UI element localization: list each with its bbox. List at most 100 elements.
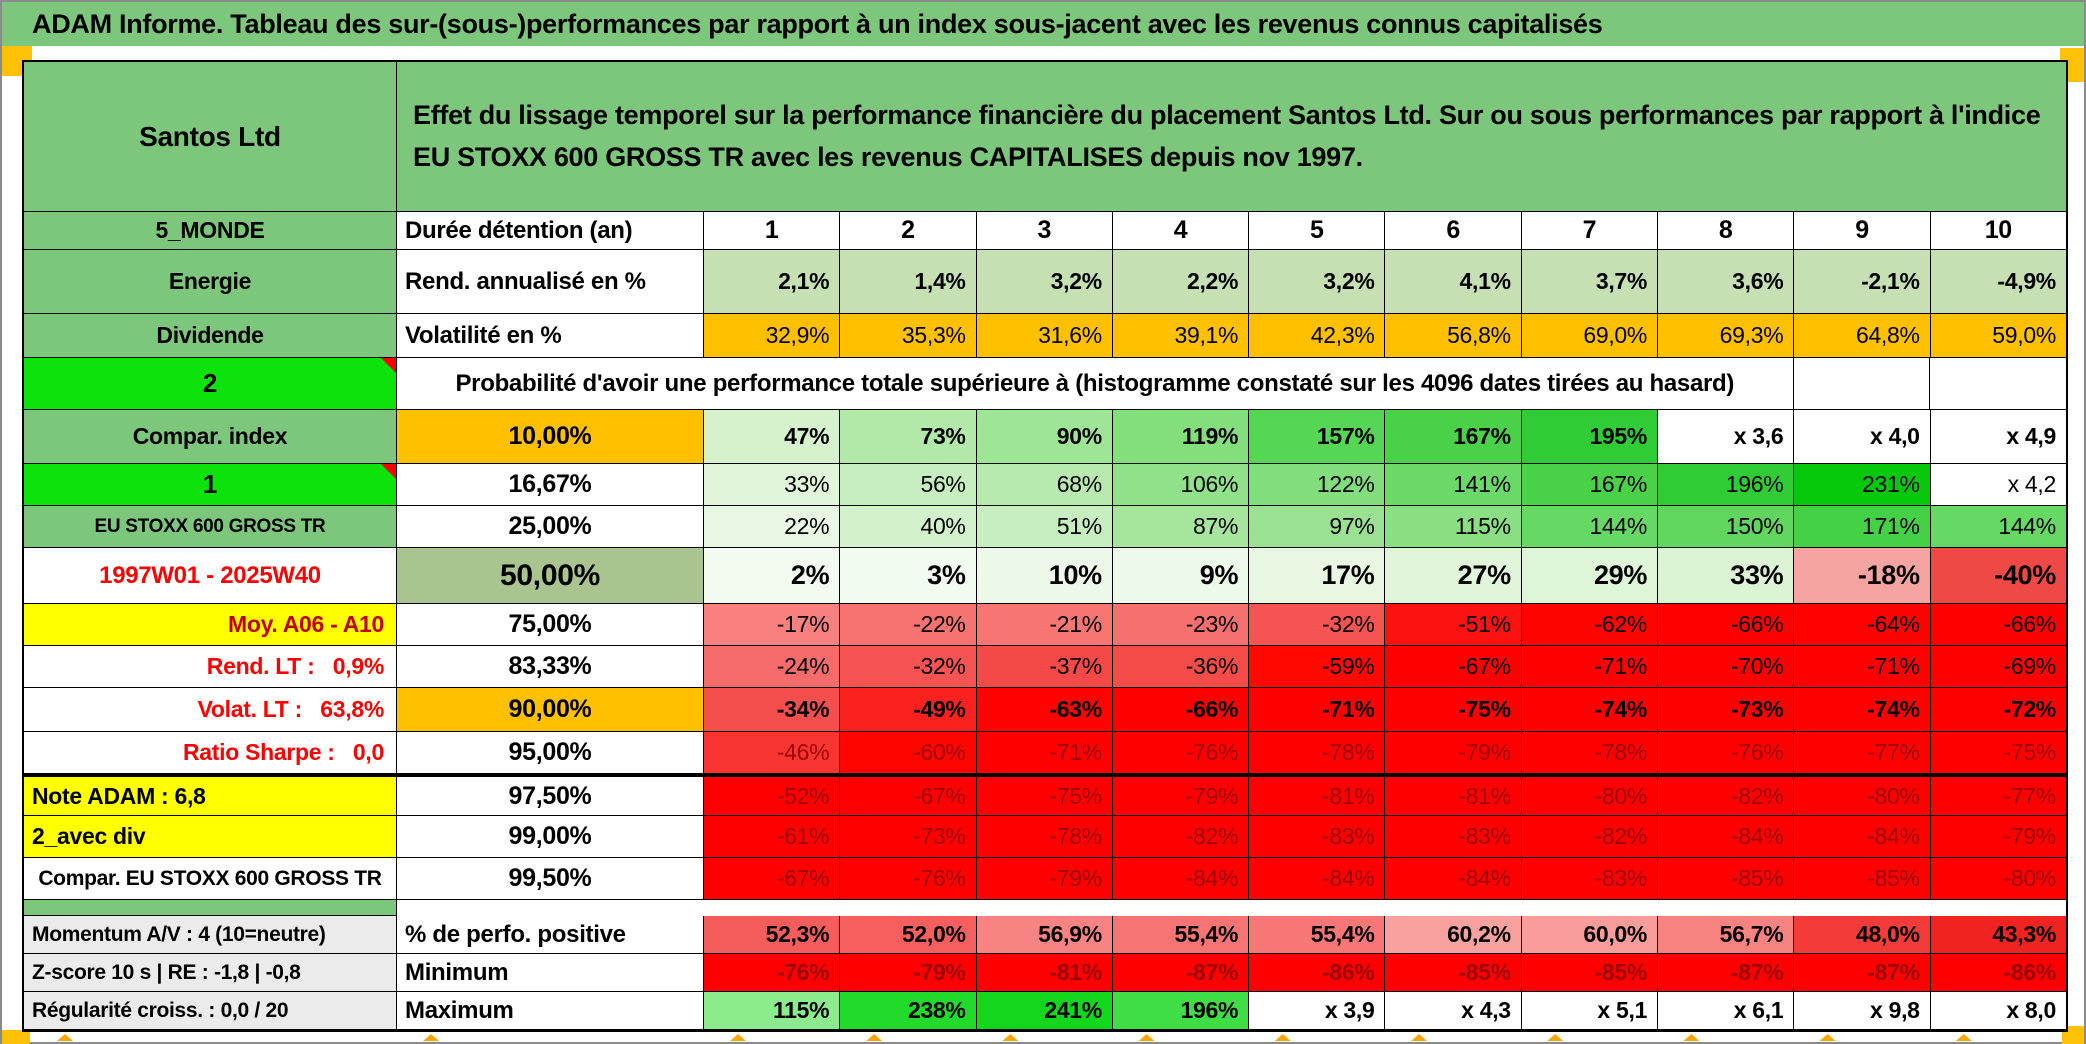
data-cell[interactable]: 9% [1112,548,1250,604]
metric-label[interactable]: Durée détention (an) [397,212,704,250]
data-cell[interactable]: 7 [1521,212,1659,250]
data-cell[interactable]: 119% [1112,410,1250,464]
data-cell[interactable]: -32% [840,646,977,688]
data-cell[interactable]: -74% [1521,688,1659,732]
data-cell[interactable]: 17% [1249,548,1386,604]
data-cell[interactable]: 2,1% [704,250,841,314]
data-cell[interactable]: -77% [1794,732,1931,774]
metric-label[interactable]: 99,00% [397,816,704,858]
data-cell[interactable]: -84% [1385,858,1522,900]
data-cell[interactable]: 3% [840,548,977,604]
metric-label[interactable]: Maximum [397,992,704,1030]
row-label[interactable]: 1 [24,464,397,506]
data-cell[interactable]: -51% [1385,604,1522,646]
data-cell[interactable]: 32,9% [704,314,841,358]
data-cell[interactable]: 55,4% [1112,916,1250,954]
data-cell[interactable]: 167% [1385,410,1522,464]
data-cell[interactable]: 115% [1385,506,1522,548]
data-cell[interactable]: x 4,3 [1385,992,1522,1030]
data-cell[interactable]: 27% [1385,548,1522,604]
data-cell[interactable]: -71% [976,732,1113,774]
data-cell[interactable]: x 3,9 [1249,992,1386,1030]
row-label[interactable]: Dividende [24,314,397,358]
data-cell[interactable]: 31,6% [976,314,1113,358]
row-label[interactable]: Ratio Sharpe : 0,0 [24,732,397,774]
data-cell[interactable]: 150% [1658,506,1795,548]
data-cell[interactable]: -78% [1249,732,1386,774]
data-cell[interactable]: 196% [1112,992,1250,1030]
data-cell[interactable]: -85% [1658,858,1795,900]
data-cell[interactable]: 238% [840,992,977,1030]
data-cell[interactable]: -72% [1930,688,2066,732]
metric-label[interactable]: Minimum [397,954,704,992]
data-cell[interactable]: 52,0% [840,916,977,954]
data-cell[interactable]: -84% [1794,816,1931,858]
data-cell[interactable]: x 3,6 [1658,410,1795,464]
probability-span-cell[interactable]: Probabilité d'avoir une performance tota… [397,358,1794,410]
data-cell[interactable]: -67% [704,858,841,900]
data-cell[interactable]: -62% [1521,604,1659,646]
row-label[interactable]: Moy. A06 - A10 [24,604,397,646]
data-cell[interactable]: 3,7% [1521,250,1659,314]
metric-label[interactable]: 50,00% [397,548,704,604]
data-cell[interactable]: -82% [1112,816,1250,858]
metric-label[interactable]: 90,00% [397,688,704,732]
data-cell[interactable]: -52% [704,774,841,816]
data-cell[interactable]: -85% [1385,954,1522,992]
data-cell[interactable]: -46% [704,732,841,774]
data-cell[interactable]: -74% [1794,688,1931,732]
row-label[interactable]: 2 [24,358,397,410]
data-cell[interactable]: 55,4% [1249,916,1386,954]
data-cell[interactable]: -76% [840,858,977,900]
row-label[interactable]: 2_avec div [24,816,397,858]
data-cell[interactable]: -83% [1385,816,1522,858]
data-cell[interactable]: -76% [1112,732,1250,774]
data-cell[interactable]: -79% [1385,732,1522,774]
data-cell[interactable]: -75% [976,774,1113,816]
data-cell[interactable]: -49% [840,688,977,732]
data-cell[interactable]: -73% [840,816,977,858]
data-cell[interactable]: 115% [704,992,841,1030]
data-cell[interactable]: -76% [1658,732,1795,774]
data-cell[interactable]: -61% [704,816,841,858]
data-cell[interactable]: -86% [1930,954,2066,992]
data-cell[interactable]: -79% [840,954,977,992]
data-cell[interactable]: 5 [1249,212,1386,250]
data-cell[interactable]: 48,0% [1794,916,1931,954]
data-cell[interactable]: 122% [1249,464,1386,506]
data-cell[interactable]: 9 [1794,212,1931,250]
data-cell[interactable]: 144% [1521,506,1659,548]
data-cell[interactable]: 56,7% [1658,916,1795,954]
data-cell[interactable]: -85% [1794,858,1931,900]
data-cell[interactable]: -82% [1658,774,1795,816]
data-cell[interactable]: -32% [1249,604,1386,646]
holding-name-cell[interactable]: Santos Ltd [24,62,397,212]
data-cell[interactable]: -78% [1521,732,1659,774]
row-label[interactable]: 1997W01 - 2025W40 [24,548,397,604]
data-cell[interactable]: 33% [704,464,841,506]
row-label[interactable]: EU STOXX 600 GROSS TR [24,506,397,548]
data-cell[interactable]: 157% [1249,410,1386,464]
data-cell[interactable]: 3 [976,212,1113,250]
data-cell[interactable]: -84% [1112,858,1250,900]
data-cell[interactable]: x 8,0 [1930,992,2066,1030]
data-cell[interactable]: 87% [1112,506,1250,548]
data-cell[interactable]: -67% [840,774,977,816]
data-cell[interactable]: 4 [1112,212,1250,250]
data-cell[interactable]: -80% [1794,774,1931,816]
data-cell[interactable]: -18% [1794,548,1931,604]
data-cell[interactable]: 8 [1658,212,1795,250]
data-cell[interactable]: 73% [840,410,977,464]
data-cell[interactable]: 1,4% [840,250,977,314]
data-cell[interactable]: 56,8% [1385,314,1522,358]
data-cell[interactable]: -81% [1249,774,1386,816]
data-cell[interactable]: -79% [1112,774,1250,816]
data-cell[interactable]: -59% [1249,646,1386,688]
row-label[interactable]: Volat. LT : 63,8% [24,688,397,732]
data-cell[interactable]: 167% [1521,464,1659,506]
data-cell[interactable]: 6 [1385,212,1522,250]
data-cell[interactable]: 241% [976,992,1113,1030]
metric-label[interactable]: 99,50% [397,858,704,900]
data-cell[interactable]: 195% [1521,410,1659,464]
data-cell[interactable]: -79% [1930,816,2066,858]
